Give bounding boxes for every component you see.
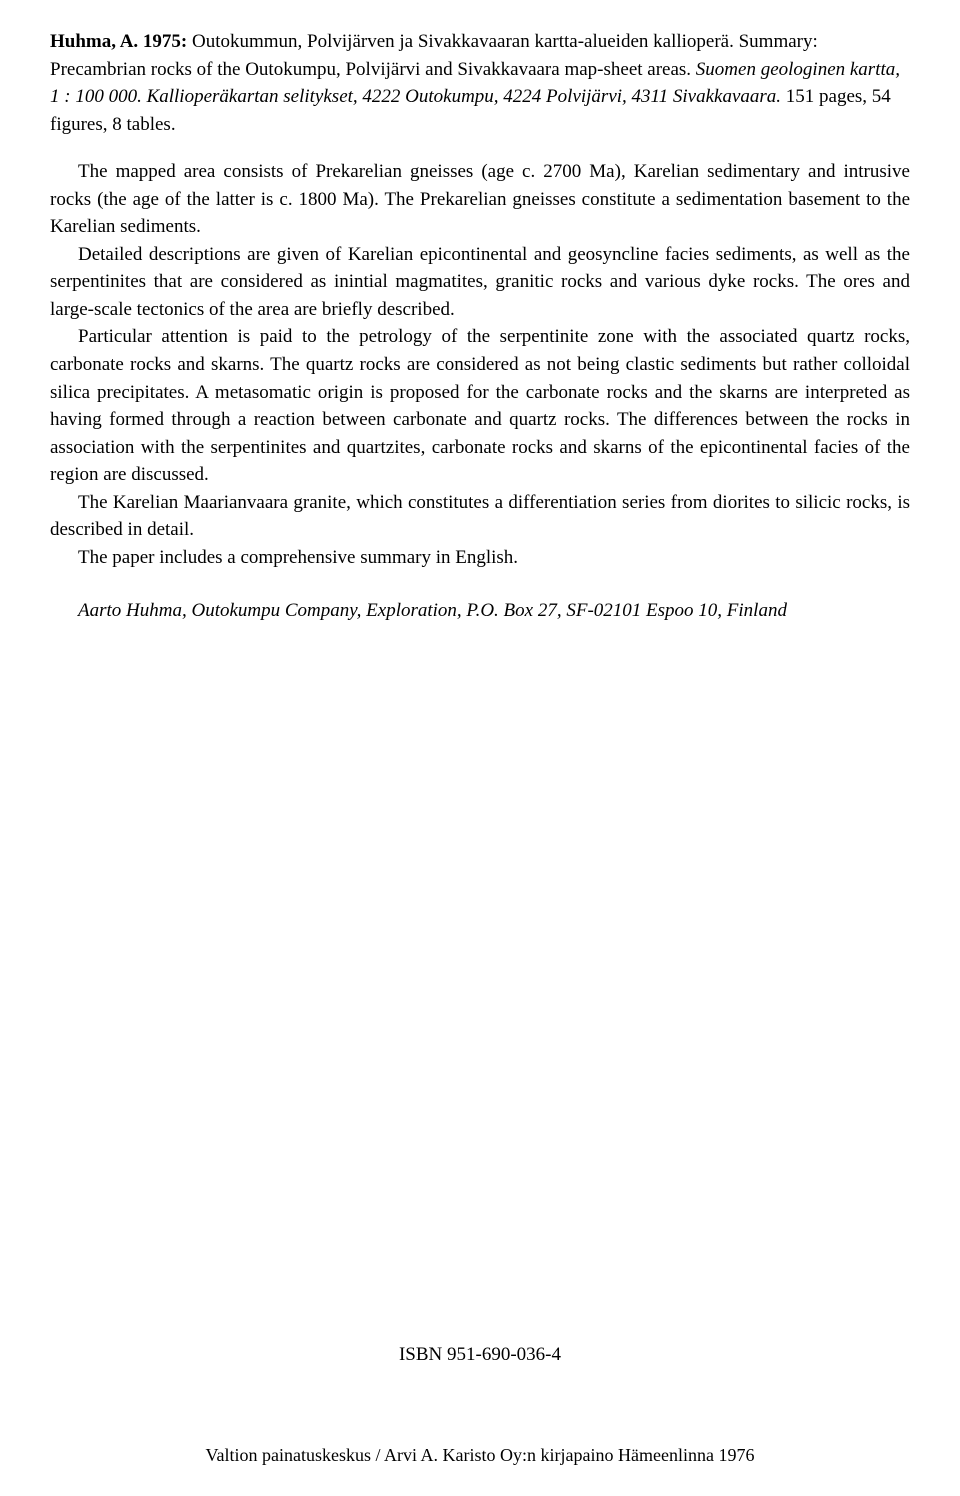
citation-block: Huhma, A. 1975: Outokummun, Polvijärven … bbox=[50, 28, 910, 138]
author-year: Huhma, A. 1975: bbox=[50, 31, 187, 52]
author-affiliation: Aarto Huhma, Outokumpu Company, Explorat… bbox=[50, 597, 910, 625]
abstract-paragraph-1: The mapped area consists of Prekarelian … bbox=[50, 158, 910, 241]
abstract-paragraph-5: The paper includes a comprehensive summa… bbox=[50, 544, 910, 572]
abstract-paragraph-4: The Karelian Maarianvaara granite, which… bbox=[50, 489, 910, 544]
isbn-number: ISBN 951-690-036-4 bbox=[0, 1344, 960, 1366]
abstract-paragraph-2: Detailed descriptions are given of Karel… bbox=[50, 241, 910, 324]
abstract-section: The mapped area consists of Prekarelian … bbox=[50, 158, 910, 571]
publisher-info: Valtion painatuskeskus / Arvi A. Karisto… bbox=[0, 1445, 960, 1466]
abstract-paragraph-3: Particular attention is paid to the petr… bbox=[50, 323, 910, 488]
